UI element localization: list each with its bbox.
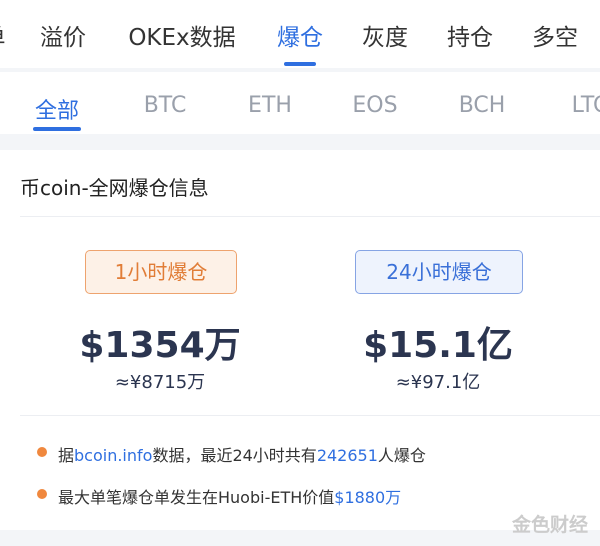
note-text: 人爆仓 <box>377 446 426 465</box>
card-title: 币coin-全网爆仓信息 <box>20 176 209 200</box>
sub-tab[interactable]: EOS <box>352 93 398 118</box>
top-tab[interactable]: 持仓 <box>447 25 493 51</box>
sub-tab[interactable]: BTC <box>143 93 187 118</box>
tab-indicator <box>284 62 316 66</box>
sub-tab[interactable]: 全部 <box>34 99 80 124</box>
top-tab[interactable]: 爆仓 <box>277 25 323 51</box>
top-tab[interactable]: 溢价 <box>40 25 86 51</box>
tab-indicator <box>33 127 81 131</box>
top-tab[interactable]: OKEx数据 <box>128 25 236 51</box>
top-tab[interactable]: 多空 <box>532 25 578 51</box>
note-text: 最大单笔爆仓单发生在Huobi-ETH价值 <box>58 488 335 507</box>
bullet <box>37 489 47 499</box>
watermark: 金色财经 <box>511 514 588 536</box>
bullet <box>37 447 47 457</box>
note: 据bcoin.info数据，最近24小时共有242651人爆仓 <box>58 442 426 466</box>
sub-tab[interactable]: BCH <box>458 93 506 118</box>
note-link[interactable]: bcoin.info <box>74 446 153 465</box>
stat-cny: ≈¥97.1亿 <box>395 372 481 393</box>
top-tab[interactable]: 单 <box>0 18 6 52</box>
separator <box>0 68 600 72</box>
top-tab[interactable]: 灰度 <box>362 25 408 51</box>
separator <box>0 134 600 150</box>
sub-tab[interactable]: LTC <box>571 93 600 118</box>
sub-tab[interactable]: ETH <box>248 93 292 118</box>
note-text: 数据，最近24小时共有 <box>152 446 317 465</box>
stat-amount: $1354万 <box>79 325 241 366</box>
stat-label: 1小时爆仓 <box>85 250 237 294</box>
note-text: 据 <box>58 446 75 465</box>
note-link[interactable]: 242651 <box>316 446 378 465</box>
divider <box>20 415 600 416</box>
note: 最大单笔爆仓单发生在Huobi-ETH价值$1880万 <box>58 484 401 508</box>
stat-amount: $15.1亿 <box>363 325 513 366</box>
stat-label: 24小时爆仓 <box>355 250 523 294</box>
note-link[interactable]: $1880万 <box>334 488 402 507</box>
separator <box>0 530 600 546</box>
divider <box>20 216 600 217</box>
stat-cny: ≈¥8715万 <box>114 372 206 393</box>
